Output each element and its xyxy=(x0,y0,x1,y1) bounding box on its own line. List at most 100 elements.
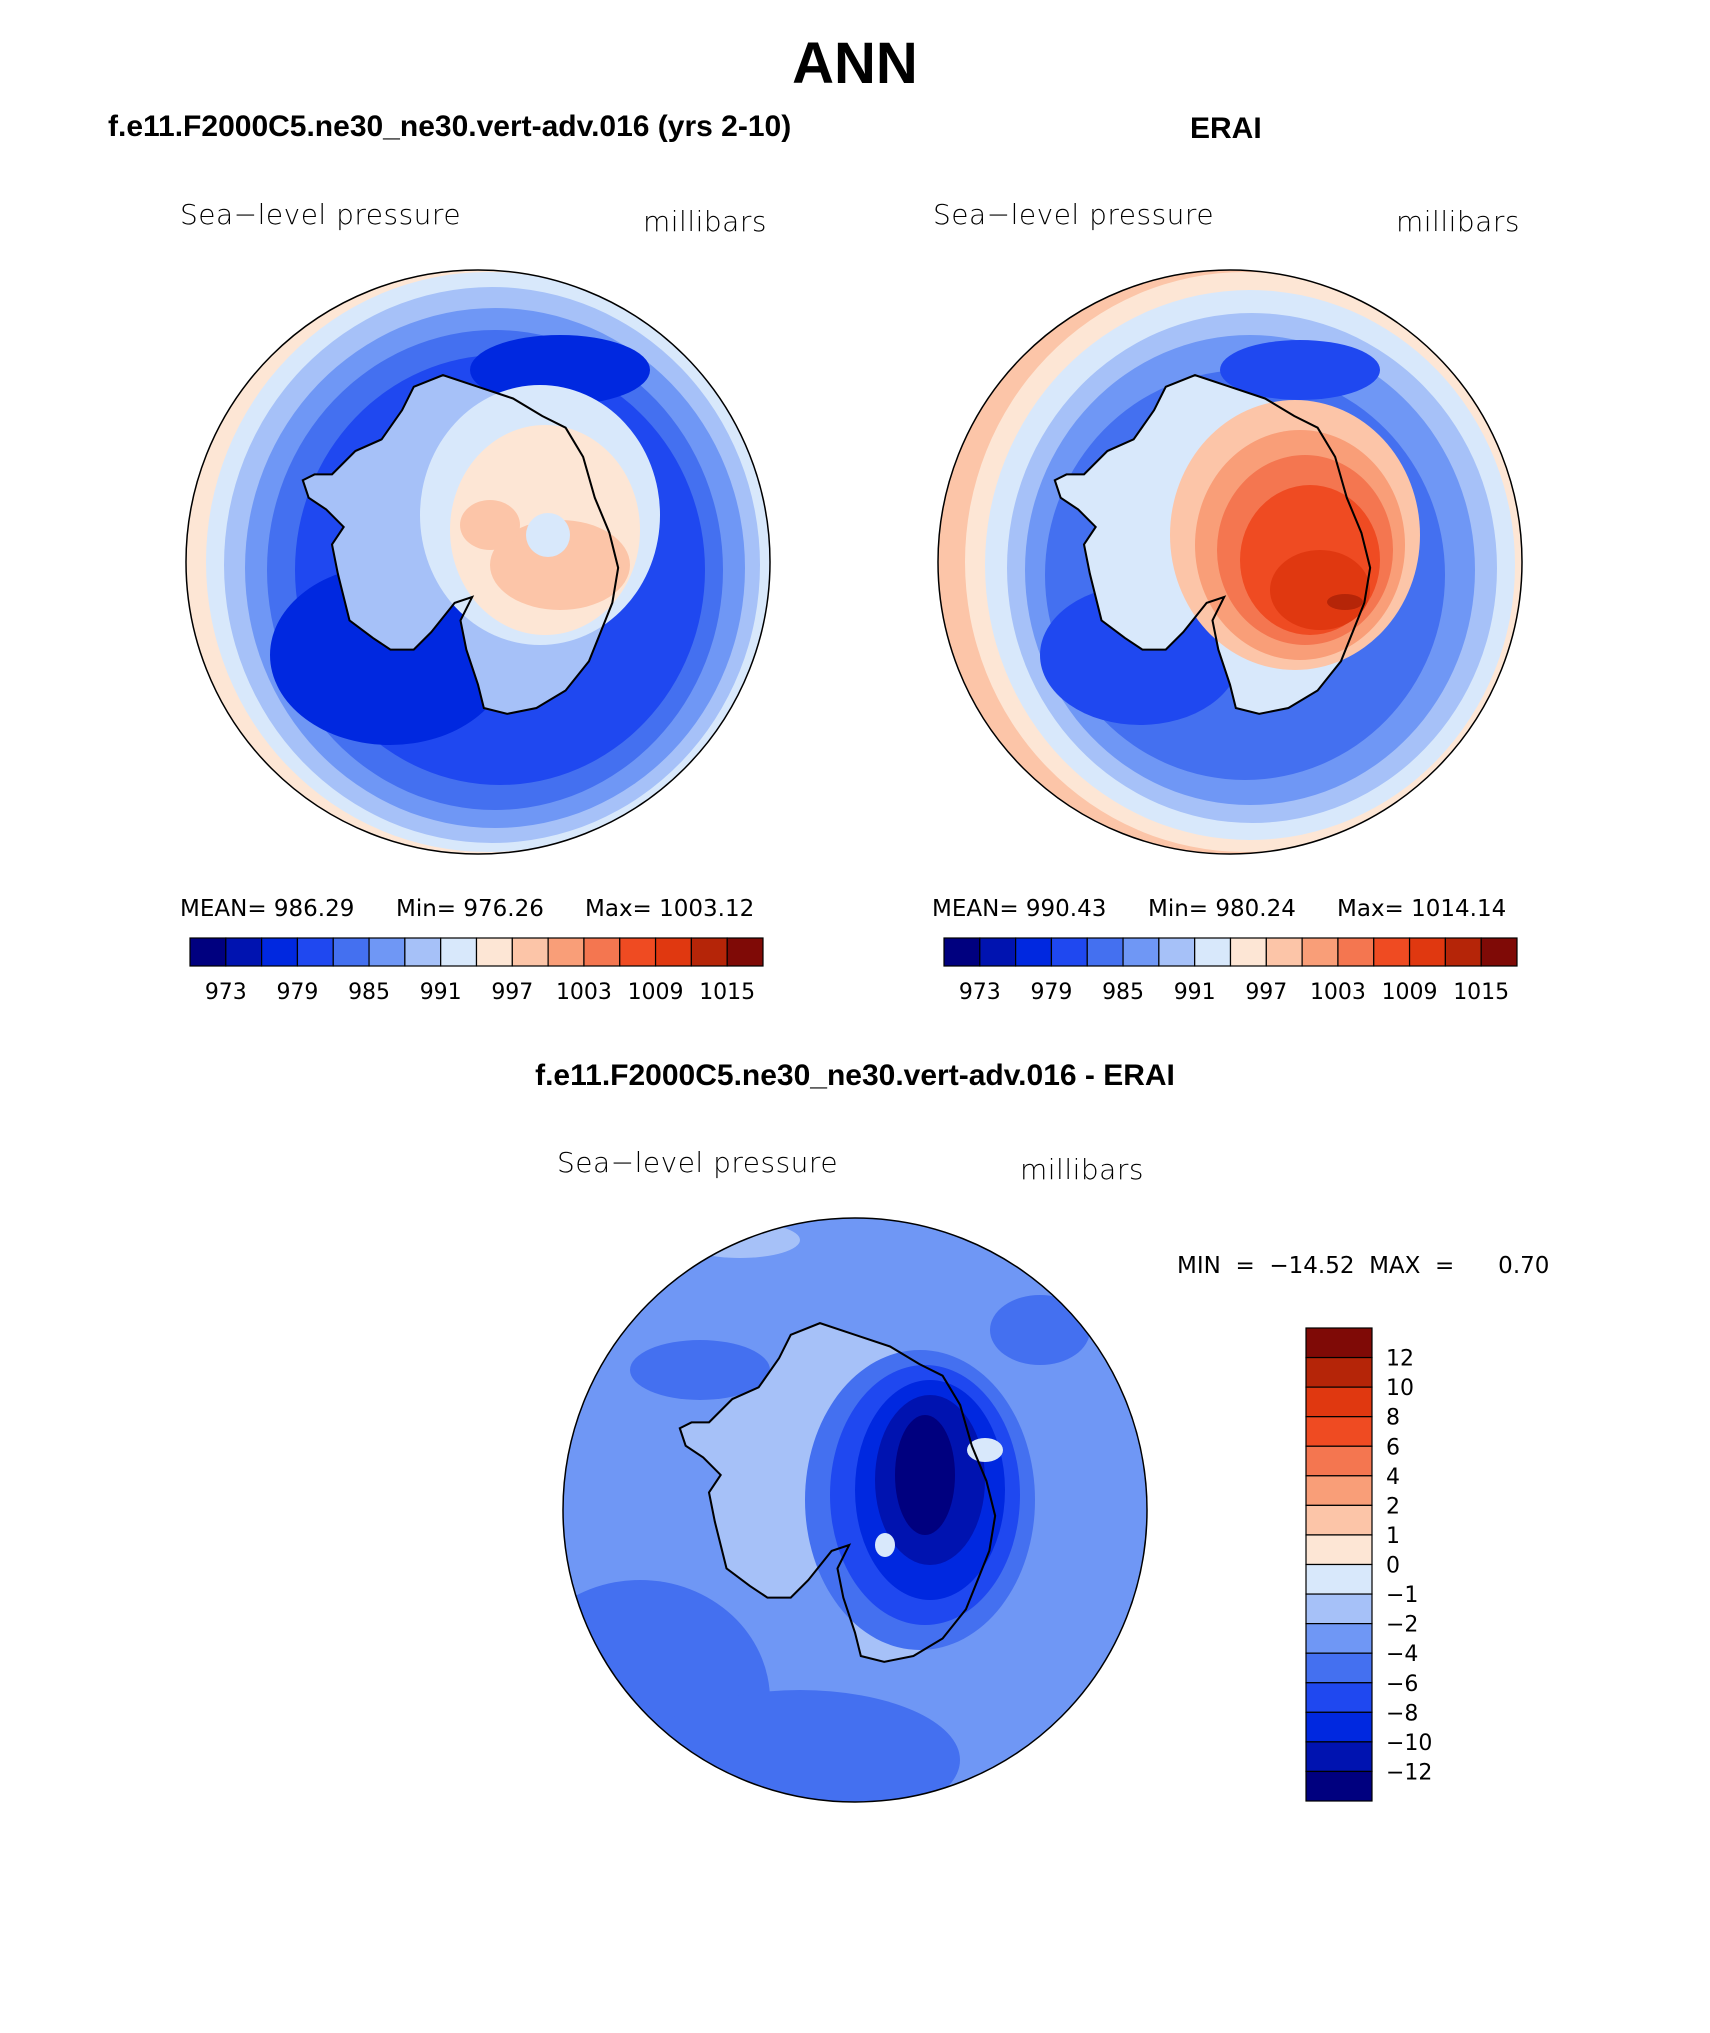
diff-minmax: MIN = −14.52 MAX = 0.70 xyxy=(1177,1253,1550,1279)
obs-colorbar-box xyxy=(1015,937,1053,967)
diff-colorbar-tick-label: 8 xyxy=(1386,1406,1400,1431)
model-colorbar-tick-label: 991 xyxy=(420,980,462,1005)
diff-colorbar-box xyxy=(1305,1475,1373,1506)
obs-colorbar-box xyxy=(1408,937,1446,967)
diff-colorbar-box xyxy=(1305,1711,1373,1743)
obs-colorbar-tick-label: 985 xyxy=(1102,980,1144,1005)
model-mean: MEAN= 986.29 xyxy=(180,896,355,922)
obs-variable-label: Sea−level pressure xyxy=(933,198,1215,231)
model-colorbar: 973 979 985 991 997 1003 1009 1015 xyxy=(189,937,764,1005)
model-colorbar-box xyxy=(440,937,478,967)
diff-map-border xyxy=(562,1217,1148,1803)
obs-colorbar-tick-label: 997 xyxy=(1245,980,1287,1005)
obs-colorbar-box xyxy=(1086,937,1124,967)
obs-colorbar-box xyxy=(1122,937,1160,967)
model-colorbar-tick-label: 1009 xyxy=(628,980,684,1005)
diff-colorbar-box xyxy=(1305,1770,1373,1802)
obs-panel-title: ERAI xyxy=(1190,112,1262,145)
model-colorbar-box xyxy=(332,937,370,967)
obs-colorbar-box xyxy=(1444,937,1482,967)
diff-colorbar-tick-label: 1 xyxy=(1386,1524,1400,1549)
diff-variable-label: Sea−level pressure xyxy=(557,1146,839,1179)
model-colorbar-tick-label: 997 xyxy=(491,980,533,1005)
diff-colorbar-box xyxy=(1305,1356,1373,1388)
model-colorbar-box xyxy=(225,937,263,967)
model-map-border xyxy=(185,269,771,855)
diff-colorbar-tick-label: −1 xyxy=(1386,1583,1418,1608)
diff-colorbar-tick-label: 10 xyxy=(1386,1376,1414,1401)
model-colorbar-box xyxy=(511,937,549,967)
diff-colorbar-tick-label: 0 xyxy=(1386,1554,1400,1579)
model-colorbar-box xyxy=(189,937,227,967)
model-colorbar-tick-label: 1003 xyxy=(556,980,612,1005)
obs-colorbar-box xyxy=(1194,937,1232,967)
diff-map xyxy=(563,1218,1147,1802)
obs-colorbar-tick-label: 1003 xyxy=(1310,980,1366,1005)
obs-colorbar-box xyxy=(1050,937,1088,967)
model-variable-label: Sea−level pressure xyxy=(180,198,462,231)
model-colorbar-box xyxy=(583,937,621,967)
model-min: Min= 976.26 xyxy=(396,896,544,922)
diff-colorbar-tick-label: −8 xyxy=(1386,1701,1418,1726)
model-max: Max= 1003.12 xyxy=(585,896,755,922)
model-colorbar-box xyxy=(368,937,406,967)
model-panel-title: f.e11.F2000C5.ne30_ne30.vert-adv.016 (yr… xyxy=(108,110,792,143)
obs-colorbar-tick-label: 979 xyxy=(1030,980,1072,1005)
obs-map-border xyxy=(937,269,1523,855)
obs-colorbar-box xyxy=(979,937,1017,967)
diff-colorbar-box xyxy=(1305,1563,1373,1595)
obs-colorbar-box xyxy=(1373,937,1411,967)
obs-colorbar-box xyxy=(1158,937,1196,967)
model-colorbar-tick-label: 973 xyxy=(205,980,247,1005)
diff-colorbar-tick-label: 2 xyxy=(1386,1494,1400,1519)
diff-colorbar-tick-label: 4 xyxy=(1386,1465,1400,1490)
diff-colorbar-box xyxy=(1305,1416,1373,1447)
obs-colorbar-tick-label: 1015 xyxy=(1453,980,1509,1005)
model-colorbar-tick-label: 985 xyxy=(348,980,390,1005)
diff-colorbar-box xyxy=(1305,1386,1373,1418)
diff-colorbar-box xyxy=(1305,1445,1373,1477)
model-colorbar-box xyxy=(690,937,728,967)
obs-colorbar-tick-label: 1009 xyxy=(1382,980,1438,1005)
model-colorbar-box xyxy=(654,937,692,967)
obs-colorbar-box xyxy=(943,937,981,967)
obs-min: Min= 980.24 xyxy=(1148,896,1296,922)
diff-colorbar-tick-label: 12 xyxy=(1386,1347,1414,1372)
diff-colorbar-tick-label: 6 xyxy=(1386,1435,1400,1460)
diff-panel-title: f.e11.F2000C5.ne30_ne30.vert-adv.016 - E… xyxy=(535,1059,1175,1092)
obs-units-label: millibars xyxy=(1396,205,1520,238)
model-colorbar-box xyxy=(404,937,442,967)
model-colorbar-box xyxy=(619,937,657,967)
model-colorbar-box xyxy=(296,937,334,967)
obs-colorbar-box xyxy=(1480,937,1518,967)
diff-colorbar-box xyxy=(1305,1504,1373,1536)
diff-colorbar-box xyxy=(1305,1534,1373,1566)
model-colorbar-tick-label: 979 xyxy=(276,980,318,1005)
obs-map xyxy=(938,270,1522,854)
diff-colorbar-box xyxy=(1305,1652,1373,1684)
model-colorbar-box xyxy=(547,937,585,967)
model-colorbar-box xyxy=(261,937,299,967)
diff-colorbar-box xyxy=(1305,1327,1373,1359)
model-colorbar-box xyxy=(726,937,764,967)
obs-colorbar-box xyxy=(1265,937,1303,967)
obs-colorbar-box xyxy=(1301,937,1339,967)
model-map xyxy=(186,270,770,854)
obs-colorbar-tick-label: 973 xyxy=(959,980,1001,1005)
diff-colorbar-box xyxy=(1305,1623,1373,1654)
diff-colorbar-tick-label: −4 xyxy=(1386,1642,1418,1667)
model-colorbar-tick-label: 1015 xyxy=(699,980,755,1005)
diff-colorbar-tick-label: −12 xyxy=(1386,1760,1432,1785)
obs-colorbar: 973 979 985 991 997 1003 1009 1015 xyxy=(943,937,1518,1005)
diff-colorbar-tick-label: −10 xyxy=(1386,1731,1432,1756)
obs-max: Max= 1014.14 xyxy=(1337,896,1507,922)
model-units-label: millibars xyxy=(643,205,767,238)
diff-colorbar-tick-label: −6 xyxy=(1386,1672,1418,1697)
diff-colorbar-box xyxy=(1305,1682,1373,1713)
diff-units-label: millibars xyxy=(1020,1153,1144,1186)
obs-colorbar-box xyxy=(1337,937,1375,967)
obs-colorbar-box xyxy=(1229,937,1267,967)
obs-colorbar-tick-label: 991 xyxy=(1174,980,1216,1005)
